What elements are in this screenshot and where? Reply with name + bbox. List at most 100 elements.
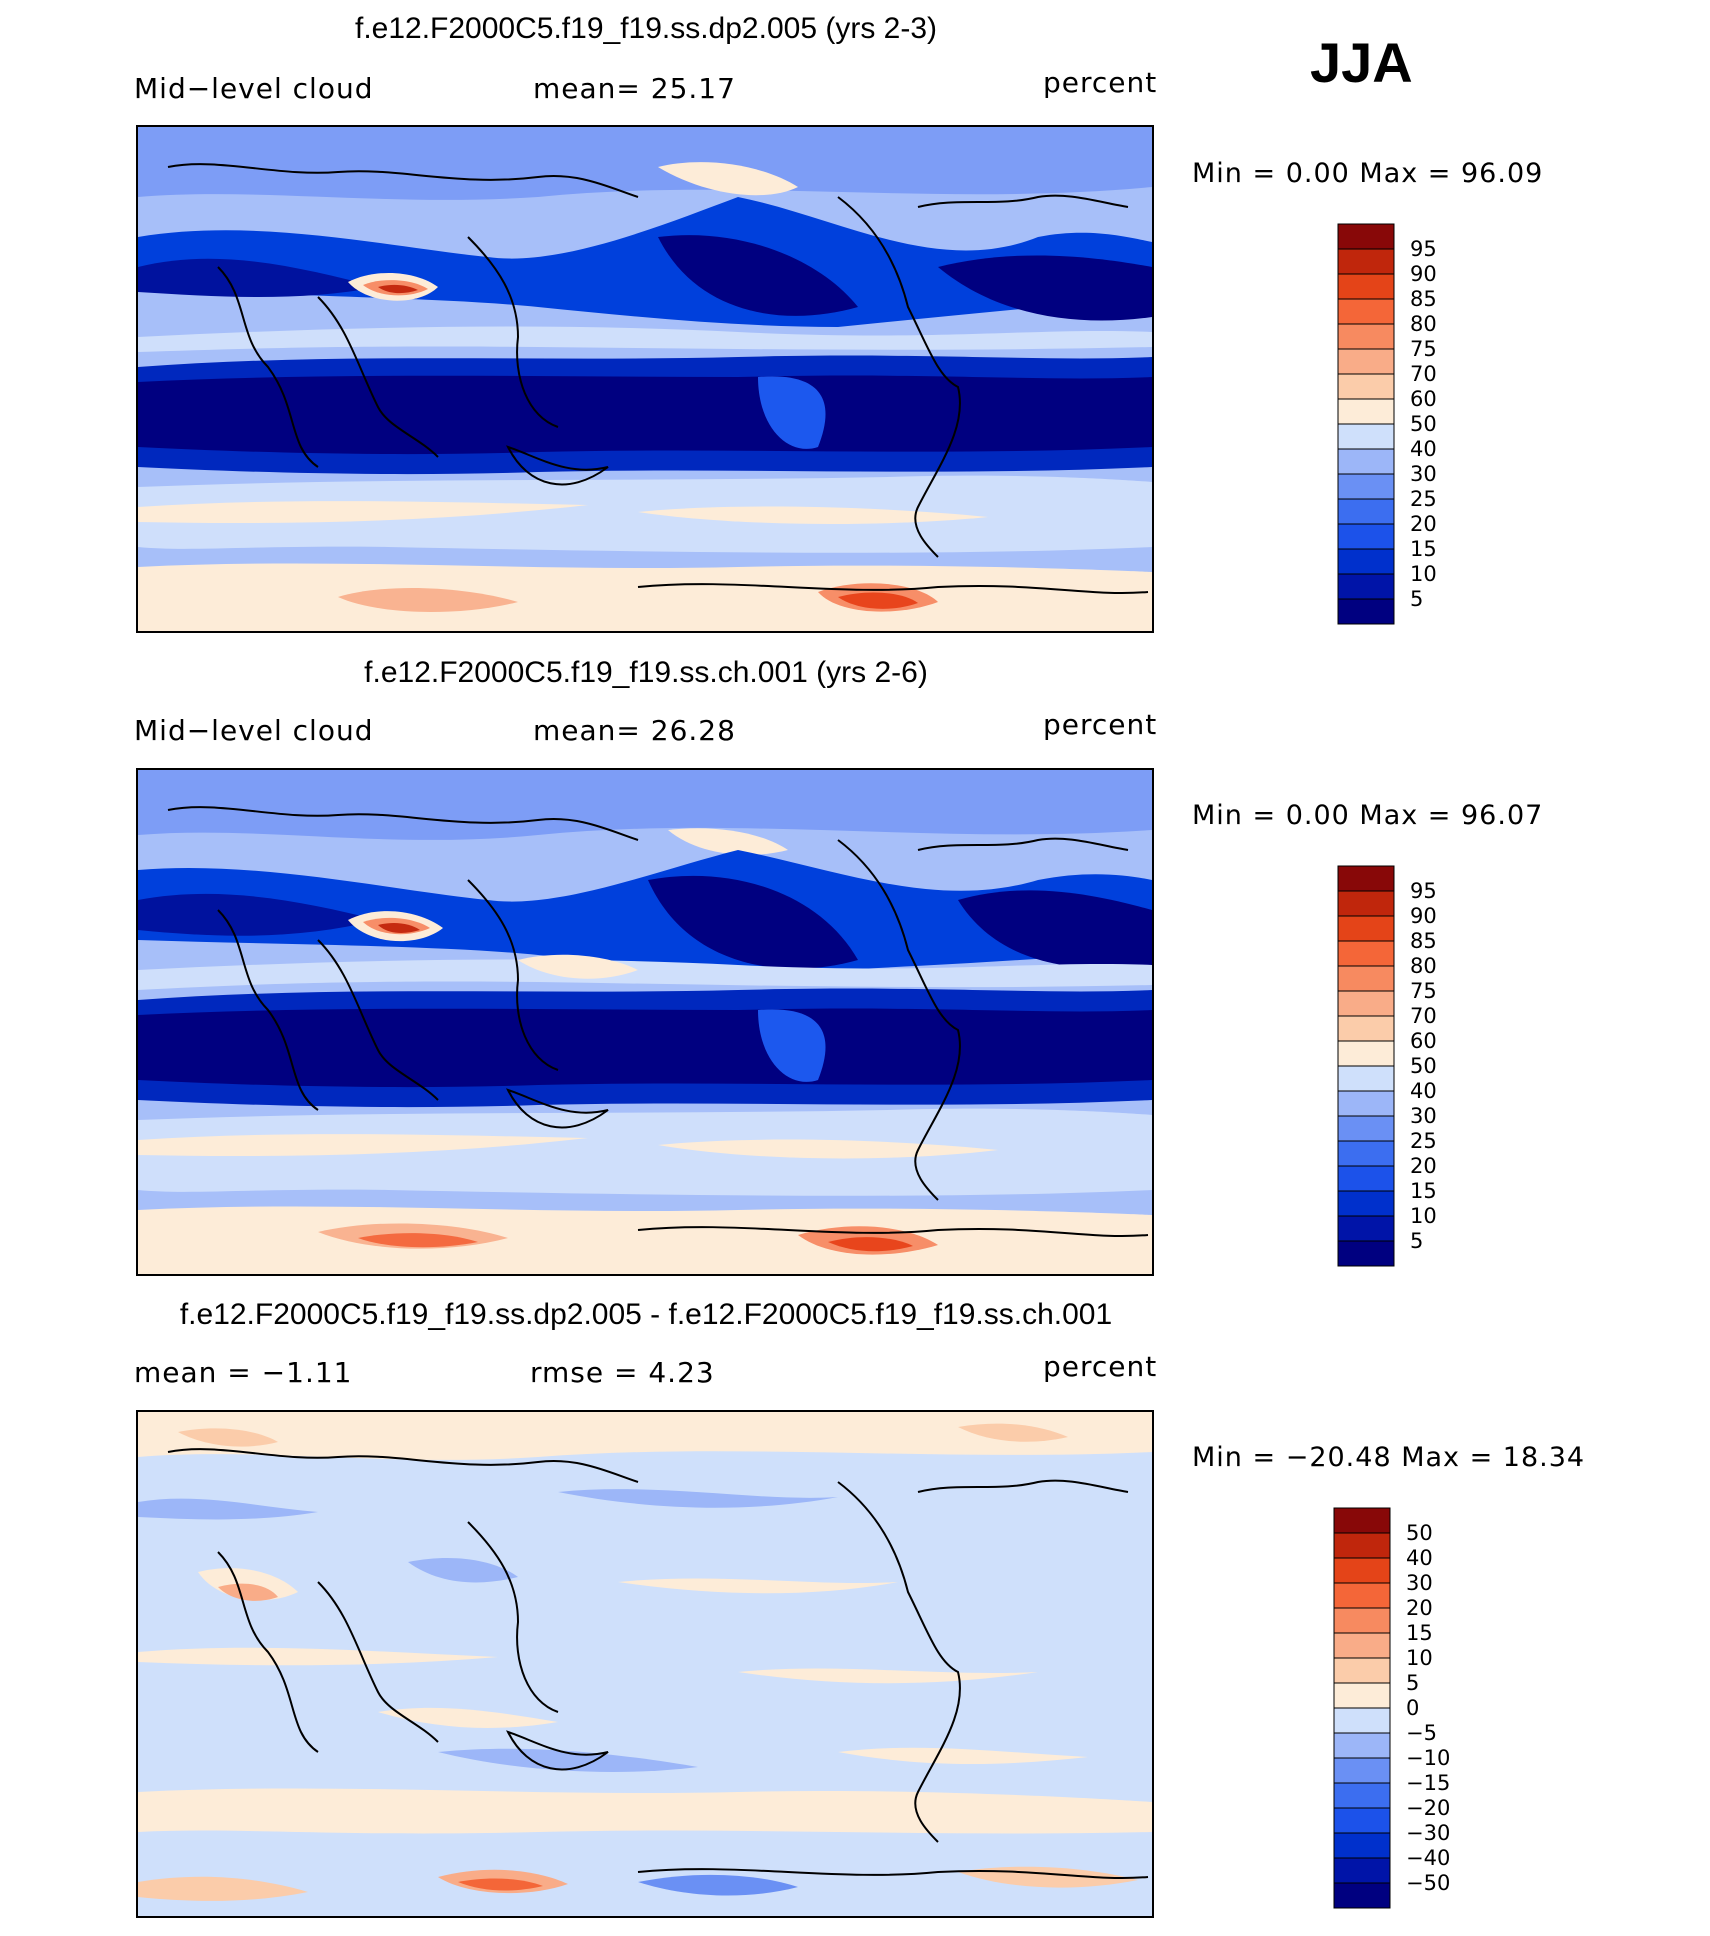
panel-3-colorbar-box: [1333, 1857, 1391, 1884]
panel-3-colorbar-box: [1333, 1557, 1391, 1584]
panel-2-colorbar-label: 90: [1410, 904, 1437, 928]
panel-3-colorbar-label: −10: [1406, 1746, 1450, 1770]
panel-3-colorbar-box: [1333, 1607, 1391, 1634]
panel-1-colorbar-label: 5: [1410, 587, 1423, 611]
panel-1-colorbar-box: [1337, 448, 1395, 475]
panel-1-colorbar-label: 40: [1410, 437, 1437, 461]
panel-2-colorbar-label: 70: [1410, 1004, 1437, 1028]
panel-3-contour-field: [138, 1412, 1152, 1916]
panel-1-title: f.e12.F2000C5.f19_f19.ss.dp2.005 (yrs 2-…: [354, 12, 938, 45]
panel-2-colorbar-box: [1337, 1165, 1395, 1192]
panel-1-colorbar-box: [1337, 398, 1395, 425]
panel-2-contour-field: [138, 770, 1152, 1274]
panel-1-colorbar-label: 95: [1410, 237, 1437, 261]
panel-1-mean-label: mean= 25.17: [533, 72, 736, 105]
panel-2-colorbar-label: 50: [1410, 1054, 1437, 1078]
panel-3-colorbar: 50 40 30 20 15 10 5 0 −5 −10 −15 −20 −30 −40 −50: [1330, 1506, 1500, 1916]
panel-3-colorbar-box: [1333, 1807, 1391, 1834]
panel-2-colorbar-label: 30: [1410, 1104, 1437, 1128]
panel-3-colorbar-box: [1333, 1832, 1391, 1859]
panel-3-colorbar-label: 40: [1406, 1546, 1433, 1570]
panel-1-colorbar-box: [1337, 248, 1395, 275]
panel-1-colorbar-box: [1337, 273, 1395, 300]
panel-3-colorbar-label: 50: [1406, 1521, 1433, 1545]
panel-1-colorbar-label: 15: [1410, 537, 1437, 561]
panel-2-colorbar-label: 10: [1410, 1204, 1437, 1228]
panel-2-colorbar-label: 85: [1410, 929, 1437, 953]
panel-1-units-label: percent: [1043, 66, 1158, 99]
panel-1-colorbar-box: [1337, 223, 1395, 250]
panel-2-colorbar-box: [1337, 965, 1395, 992]
panel-1-colorbar-box: [1337, 348, 1395, 375]
panel-2-colorbar-box: [1337, 1190, 1395, 1217]
panel-1-colorbar-label: 90: [1410, 262, 1437, 286]
panel-1-colorbar-label: 60: [1410, 387, 1437, 411]
panel-2-colorbar-box: [1337, 865, 1395, 892]
panel-1-colorbar: 95 90 85 80 75 70 60 50 40 30 25 20 15 10 5: [1334, 222, 1494, 632]
panel-3-colorbar-box: [1333, 1882, 1391, 1909]
panel-2-colorbar-box: [1337, 1065, 1395, 1092]
panel-1-colorbar-label: 50: [1410, 412, 1437, 436]
panel-1-contour-field: [138, 127, 1152, 631]
panel-2-colorbar-box: [1337, 915, 1395, 942]
panel-2-colorbar-box: [1337, 1215, 1395, 1242]
panel-1-colorbar-label: 85: [1410, 287, 1437, 311]
panel-3-colorbar-box: [1333, 1782, 1391, 1809]
panel-1-colorbar-label: 25: [1410, 487, 1437, 511]
panel-2-colorbar-box: [1337, 1090, 1395, 1117]
panel-1-colorbar-label: 80: [1410, 312, 1437, 336]
panel-2-colorbar: 95 90 85 80 75 70 60 50 40 30 25 20 15 10 5: [1334, 864, 1494, 1274]
panel-2-colorbar-label: 60: [1410, 1029, 1437, 1053]
panel-3-colorbar-box: [1333, 1732, 1391, 1759]
panel-2-colorbar-label: 5: [1410, 1229, 1423, 1253]
panel-2-colorbar-box: [1337, 940, 1395, 967]
panel-3-colorbar-label: 5: [1406, 1671, 1419, 1695]
panel-3-colorbar-label: −30: [1406, 1821, 1450, 1845]
panel-3-map: [136, 1410, 1154, 1918]
panel-2-colorbar-label: 20: [1410, 1154, 1437, 1178]
panel-2-minmax: Min = 0.00 Max = 96.07: [1192, 800, 1544, 831]
panel-2-colorbar-box: [1337, 1115, 1395, 1142]
panel-1-colorbar-box: [1337, 573, 1395, 600]
panel-1-map: [136, 125, 1154, 633]
panel-1-variable-label: Mid−level cloud: [134, 72, 374, 105]
panel-1-colorbar-label: 70: [1410, 362, 1437, 386]
panel-1-colorbar-box: [1337, 473, 1395, 500]
panel-3-units-label: percent: [1043, 1350, 1158, 1383]
panel-2-colorbar-box: [1337, 1140, 1395, 1167]
season-label: JJA: [1310, 31, 1413, 94]
panel-2-units-label: percent: [1043, 708, 1158, 741]
panel-3-colorbar-label: −5: [1406, 1721, 1437, 1745]
panel-3-colorbar-box: [1333, 1507, 1391, 1534]
panel-2-colorbar-label: 25: [1410, 1129, 1437, 1153]
panel-2-mean-label: mean= 26.28: [533, 714, 736, 747]
panel-2-colorbar-label: 80: [1410, 954, 1437, 978]
panel-3-colorbar-label: 10: [1406, 1646, 1433, 1670]
panel-3-colorbar-label: −40: [1406, 1846, 1450, 1870]
panel-1-colorbar-box: [1337, 323, 1395, 350]
panel-3-mean-label: mean = −1.11: [134, 1356, 353, 1389]
panel-3-title: f.e12.F2000C5.f19_f19.ss.dp2.005 - f.e12…: [179, 1298, 1113, 1331]
panel-3-colorbar-label: 0: [1406, 1696, 1419, 1720]
panel-3-colorbar-box: [1333, 1657, 1391, 1684]
panel-3-colorbar-box: [1333, 1632, 1391, 1659]
panel-3-colorbar-label: 30: [1406, 1571, 1433, 1595]
panel-3-colorbar-label: −20: [1406, 1796, 1450, 1820]
panel-1-colorbar-box: [1337, 598, 1395, 625]
panel-3-colorbar-box: [1333, 1532, 1391, 1559]
panel-1-colorbar-box: [1337, 373, 1395, 400]
panel-3-colorbar-label: 20: [1406, 1596, 1433, 1620]
panel-1-colorbar-box: [1337, 498, 1395, 525]
panel-1-colorbar-box: [1337, 298, 1395, 325]
panel-2-colorbar-label: 40: [1410, 1079, 1437, 1103]
panel-3-colorbar-box: [1333, 1682, 1391, 1709]
panel-2-colorbar-box: [1337, 1015, 1395, 1042]
panel-2-colorbar-label: 95: [1410, 879, 1437, 903]
panel-3-colorbar-box: [1333, 1757, 1391, 1784]
panel-2-colorbar-box: [1337, 990, 1395, 1017]
panel-3-minmax: Min = −20.48 Max = 18.34: [1192, 1442, 1586, 1473]
panel-2-colorbar-box: [1337, 890, 1395, 917]
